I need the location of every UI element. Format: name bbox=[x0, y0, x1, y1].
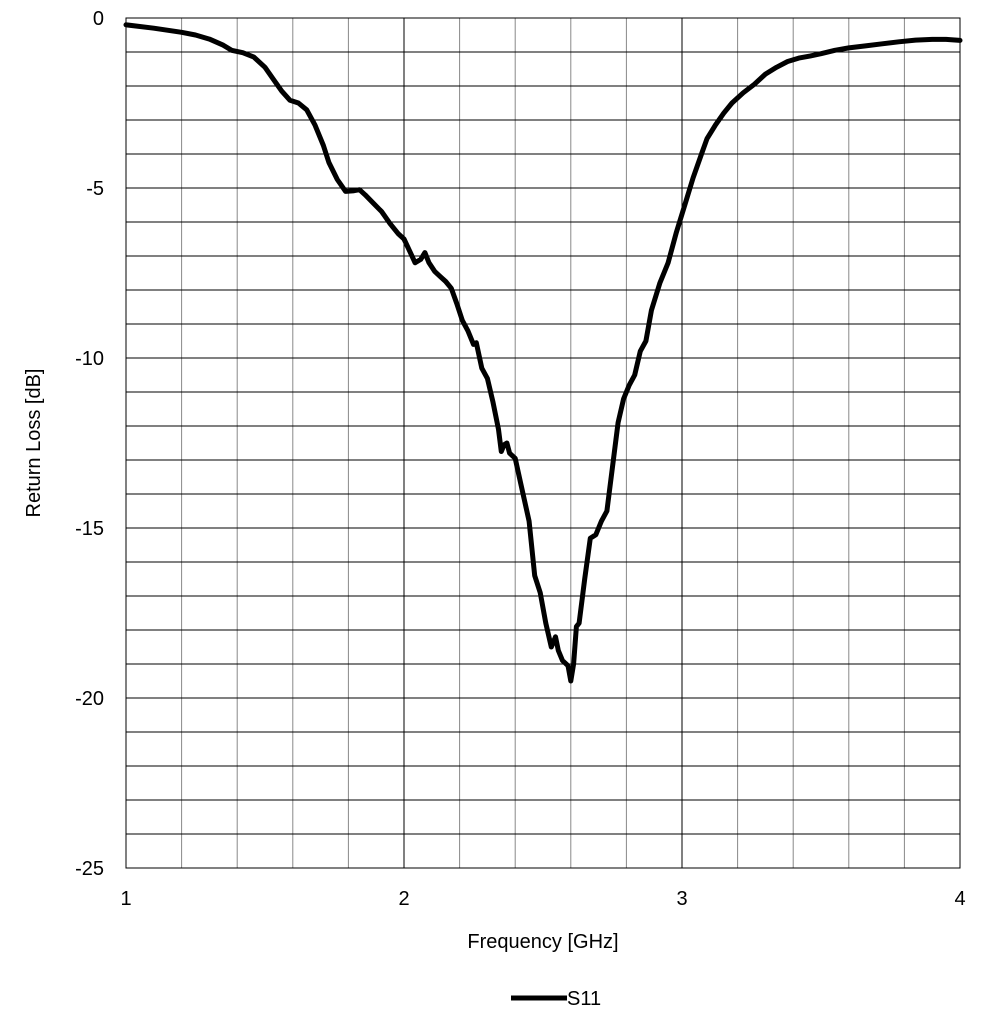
tick-labels: 1 2 3 4 0 -5 -10 -15 -20 -25 bbox=[75, 8, 965, 910]
x-tick-label: 3 bbox=[676, 888, 687, 910]
x-tick-label: 2 bbox=[398, 888, 409, 910]
y-tick-label: -5 bbox=[86, 178, 104, 200]
x-axis-title: Frequency [GHz] bbox=[467, 931, 618, 953]
series-layer bbox=[123, 22, 963, 684]
grid bbox=[125, 17, 961, 869]
x-tick-label: 1 bbox=[120, 888, 131, 910]
x-tick-label: 4 bbox=[954, 888, 965, 910]
plot-area bbox=[125, 17, 961, 869]
y-tick-label: -20 bbox=[75, 688, 104, 710]
legend: S11 bbox=[511, 988, 601, 1010]
y-axis-title: Return Loss [dB] bbox=[23, 369, 45, 518]
y-tick-label: -25 bbox=[75, 858, 104, 880]
series-line-s11 bbox=[123, 22, 963, 684]
y-tick-label: 0 bbox=[93, 8, 104, 30]
legend-label-s11: S11 bbox=[567, 988, 601, 1010]
y-tick-label: -15 bbox=[75, 518, 104, 540]
y-tick-label: -10 bbox=[75, 348, 104, 370]
